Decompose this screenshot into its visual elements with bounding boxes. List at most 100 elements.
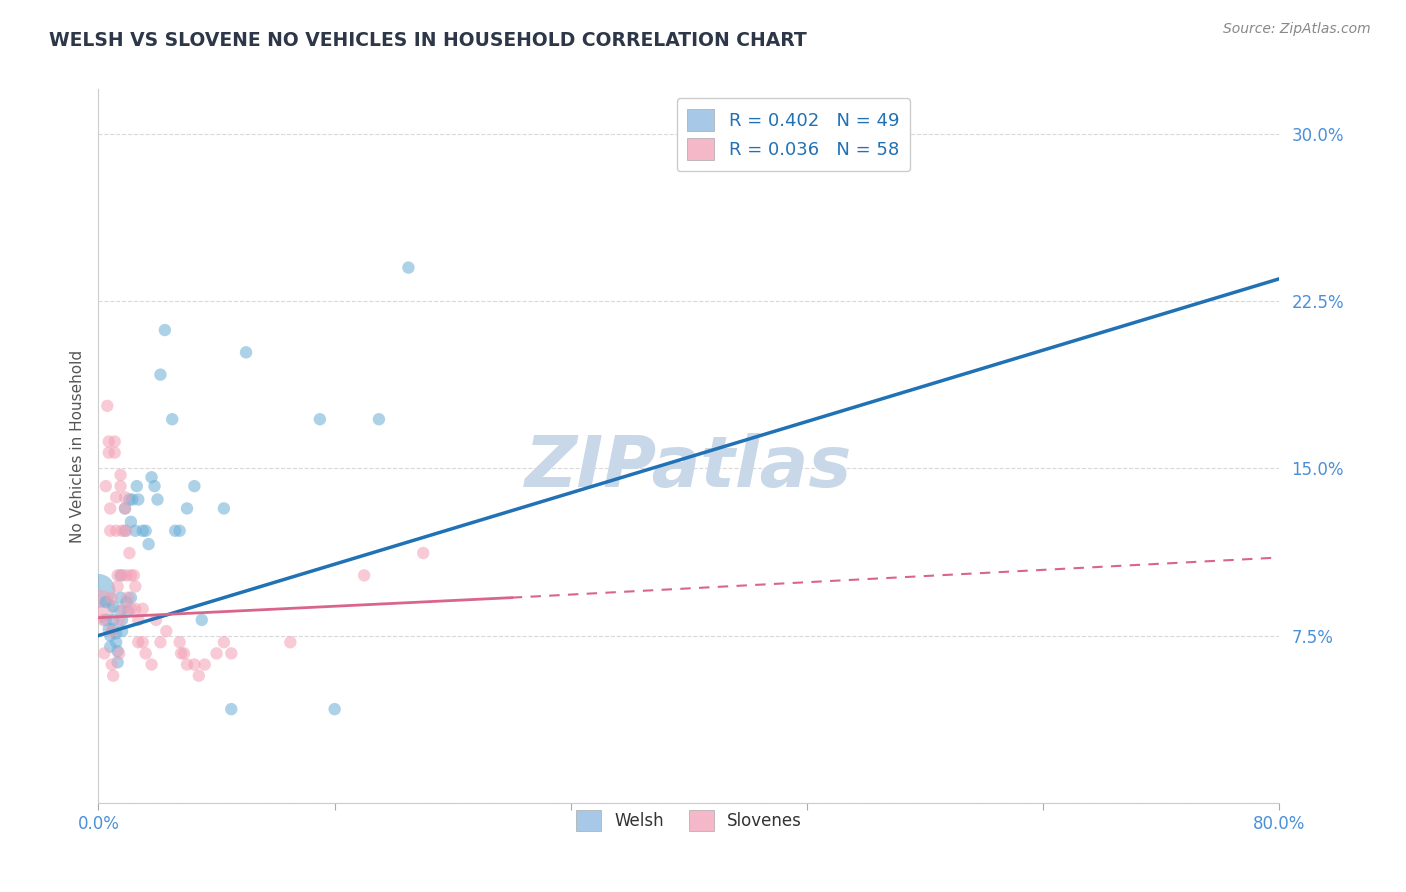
Point: [135, 524, 157, 538]
Point: [146, 492, 169, 507]
Point: [124, 580, 146, 594]
Point: [221, 702, 243, 716]
Point: [111, 524, 134, 538]
Point: [132, 635, 155, 649]
Point: [110, 467, 132, 482]
Point: [176, 501, 198, 516]
Point: [94, 595, 117, 609]
Point: [98, 628, 121, 642]
Point: [127, 635, 149, 649]
Point: [165, 524, 187, 538]
Point: [149, 368, 172, 382]
Point: [93, 646, 115, 660]
Legend: Welsh, Slovenes: Welsh, Slovenes: [569, 804, 808, 838]
Point: [105, 490, 128, 504]
Point: [162, 412, 183, 426]
Point: [100, 591, 122, 605]
Point: [111, 568, 134, 582]
Point: [398, 260, 420, 275]
Point: [115, 568, 138, 582]
Point: [176, 657, 198, 672]
Point: [205, 646, 228, 660]
Point: [105, 635, 128, 649]
Point: [187, 669, 209, 683]
Point: [155, 624, 177, 639]
Point: [138, 537, 160, 551]
Point: [97, 434, 120, 449]
Point: [170, 646, 193, 660]
Text: Source: ZipAtlas.com: Source: ZipAtlas.com: [1223, 22, 1371, 37]
Point: [280, 635, 302, 649]
Point: [235, 345, 257, 359]
Point: [120, 591, 142, 605]
Point: [112, 602, 135, 616]
Point: [194, 657, 217, 672]
Point: [353, 568, 375, 582]
Point: [309, 412, 332, 426]
Point: [125, 479, 148, 493]
Point: [107, 644, 129, 658]
Point: [368, 412, 391, 426]
Point: [132, 602, 155, 616]
Point: [191, 613, 214, 627]
Point: [100, 624, 122, 639]
Point: [108, 646, 131, 660]
Point: [103, 599, 125, 614]
Point: [94, 479, 117, 493]
Point: [98, 640, 121, 654]
Point: [107, 655, 129, 669]
Point: [212, 501, 235, 516]
Point: [122, 568, 145, 582]
Point: [135, 646, 157, 660]
Point: [94, 613, 117, 627]
Point: [124, 602, 146, 616]
Point: [132, 524, 155, 538]
Point: [114, 501, 136, 516]
Point: [103, 613, 125, 627]
Point: [221, 646, 243, 660]
Point: [115, 595, 138, 609]
Point: [87, 599, 110, 614]
Point: [183, 479, 205, 493]
Text: ZIPatlas: ZIPatlas: [526, 433, 852, 502]
Point: [110, 604, 132, 618]
Point: [118, 492, 141, 507]
Point: [127, 613, 149, 627]
Point: [107, 580, 129, 594]
Point: [169, 524, 191, 538]
Point: [117, 591, 139, 605]
Point: [114, 490, 136, 504]
Point: [87, 583, 110, 598]
Point: [96, 399, 118, 413]
Point: [98, 524, 121, 538]
Point: [97, 622, 120, 636]
Point: [104, 434, 127, 449]
Point: [323, 702, 346, 716]
Point: [105, 626, 128, 640]
Point: [108, 613, 131, 627]
Point: [110, 568, 132, 582]
Point: [117, 604, 139, 618]
Point: [141, 470, 163, 484]
Point: [103, 622, 125, 636]
Point: [103, 669, 125, 683]
Text: WELSH VS SLOVENE NO VEHICLES IN HOUSEHOLD CORRELATION CHART: WELSH VS SLOVENE NO VEHICLES IN HOUSEHOL…: [49, 31, 807, 50]
Point: [153, 323, 176, 337]
Point: [114, 524, 136, 538]
Y-axis label: No Vehicles in Household: No Vehicles in Household: [69, 350, 84, 542]
Point: [173, 646, 195, 660]
Point: [111, 613, 134, 627]
Point: [149, 635, 172, 649]
Point: [118, 546, 141, 560]
Point: [114, 501, 136, 516]
Point: [111, 624, 134, 639]
Point: [412, 546, 434, 560]
Point: [141, 657, 163, 672]
Point: [107, 568, 129, 582]
Point: [120, 602, 142, 616]
Point: [98, 501, 121, 516]
Point: [143, 479, 166, 493]
Point: [145, 613, 167, 627]
Point: [100, 657, 122, 672]
Point: [169, 635, 191, 649]
